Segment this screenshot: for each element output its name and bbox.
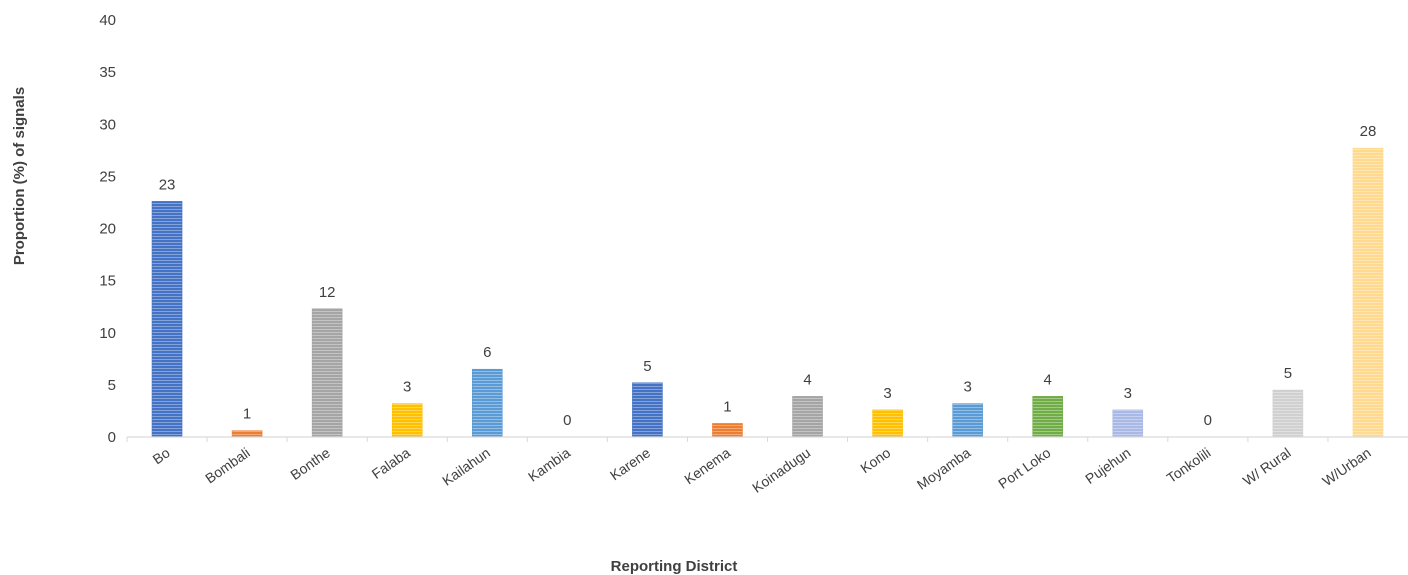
y-tick-label: 15 bbox=[99, 273, 116, 290]
x-tick-label: Pujehun bbox=[1082, 444, 1133, 487]
bar-port-loko bbox=[1032, 396, 1064, 438]
data-label: 23 bbox=[159, 176, 176, 193]
x-tick-label: Bo bbox=[150, 444, 173, 467]
x-tick-label: Tonkolili bbox=[1164, 444, 1214, 486]
bar-kono bbox=[872, 409, 903, 438]
y-tick-label: 10 bbox=[99, 325, 116, 342]
y-tick-label: 20 bbox=[99, 221, 116, 238]
x-tick-label: Moyamba bbox=[914, 444, 974, 492]
x-tick-label: W/ Rural bbox=[1240, 444, 1294, 488]
bar-pujehun bbox=[1112, 409, 1144, 438]
bar-bo bbox=[151, 201, 183, 438]
bar-falaba bbox=[391, 403, 423, 438]
data-label: 4 bbox=[803, 371, 811, 388]
x-tick-label: W/Urban bbox=[1319, 444, 1373, 489]
bar-kenema bbox=[712, 423, 743, 438]
data-label: 4 bbox=[1044, 371, 1052, 388]
data-label: 0 bbox=[1204, 412, 1212, 429]
x-tick-label: Kono bbox=[857, 444, 893, 476]
data-label: 28 bbox=[1360, 123, 1377, 140]
x-tick-label: Bonthe bbox=[287, 444, 333, 483]
x-tick-label: Karene bbox=[607, 444, 653, 483]
x-tick-label: Bombali bbox=[202, 444, 253, 486]
y-tick-label: 25 bbox=[99, 168, 116, 185]
data-label: 3 bbox=[403, 379, 411, 396]
data-labels: 23 1 12 3 6 0 5 1 4 3 3 4 3 0 5 28 bbox=[159, 123, 1377, 429]
data-label: 3 bbox=[963, 379, 971, 396]
y-tick-label: 30 bbox=[99, 116, 116, 133]
bars bbox=[151, 147, 1384, 438]
data-label: 12 bbox=[319, 284, 336, 301]
data-label: 1 bbox=[723, 398, 731, 415]
data-label: 5 bbox=[1284, 365, 1292, 382]
y-tick-label: 0 bbox=[108, 429, 116, 446]
bar-bonthe bbox=[311, 308, 343, 438]
x-tick-label: Kailahun bbox=[439, 444, 493, 488]
bar-w-urban bbox=[1352, 147, 1384, 438]
bar-koinadugu bbox=[792, 396, 823, 438]
bar-w-rural bbox=[1272, 389, 1304, 438]
data-label: 3 bbox=[1124, 385, 1132, 402]
y-axis-title: Proportion (%) of signals bbox=[11, 87, 28, 265]
data-label: 6 bbox=[483, 344, 491, 361]
bar-kailahun bbox=[471, 368, 503, 438]
x-tick-label: Kenema bbox=[681, 444, 733, 487]
x-axis bbox=[126, 436, 1408, 442]
y-tick-label: 40 bbox=[99, 12, 116, 29]
bar-moyamba bbox=[952, 403, 983, 438]
x-tick-label: Kambia bbox=[525, 444, 573, 484]
x-tick-label: Falaba bbox=[369, 444, 413, 482]
x-tick-label: Port Loko bbox=[995, 444, 1053, 492]
data-label: 1 bbox=[243, 406, 251, 423]
bar-bombali bbox=[231, 430, 263, 438]
data-label: 0 bbox=[563, 412, 571, 429]
x-axis-category-labels: Bo Bombali Bonthe Falaba Kailahun Kambia Karen… bbox=[150, 444, 1374, 496]
data-label: 5 bbox=[643, 358, 651, 375]
y-tick-label: 5 bbox=[108, 377, 116, 394]
x-tick-label: Koinadugu bbox=[749, 444, 813, 496]
y-tick-label: 35 bbox=[99, 64, 116, 81]
y-axis-ticks: 0 5 10 15 20 25 30 35 40 bbox=[99, 12, 116, 446]
data-label: 3 bbox=[883, 385, 891, 402]
bar-karene bbox=[632, 382, 663, 438]
x-axis-title: Reporting District bbox=[611, 558, 738, 575]
